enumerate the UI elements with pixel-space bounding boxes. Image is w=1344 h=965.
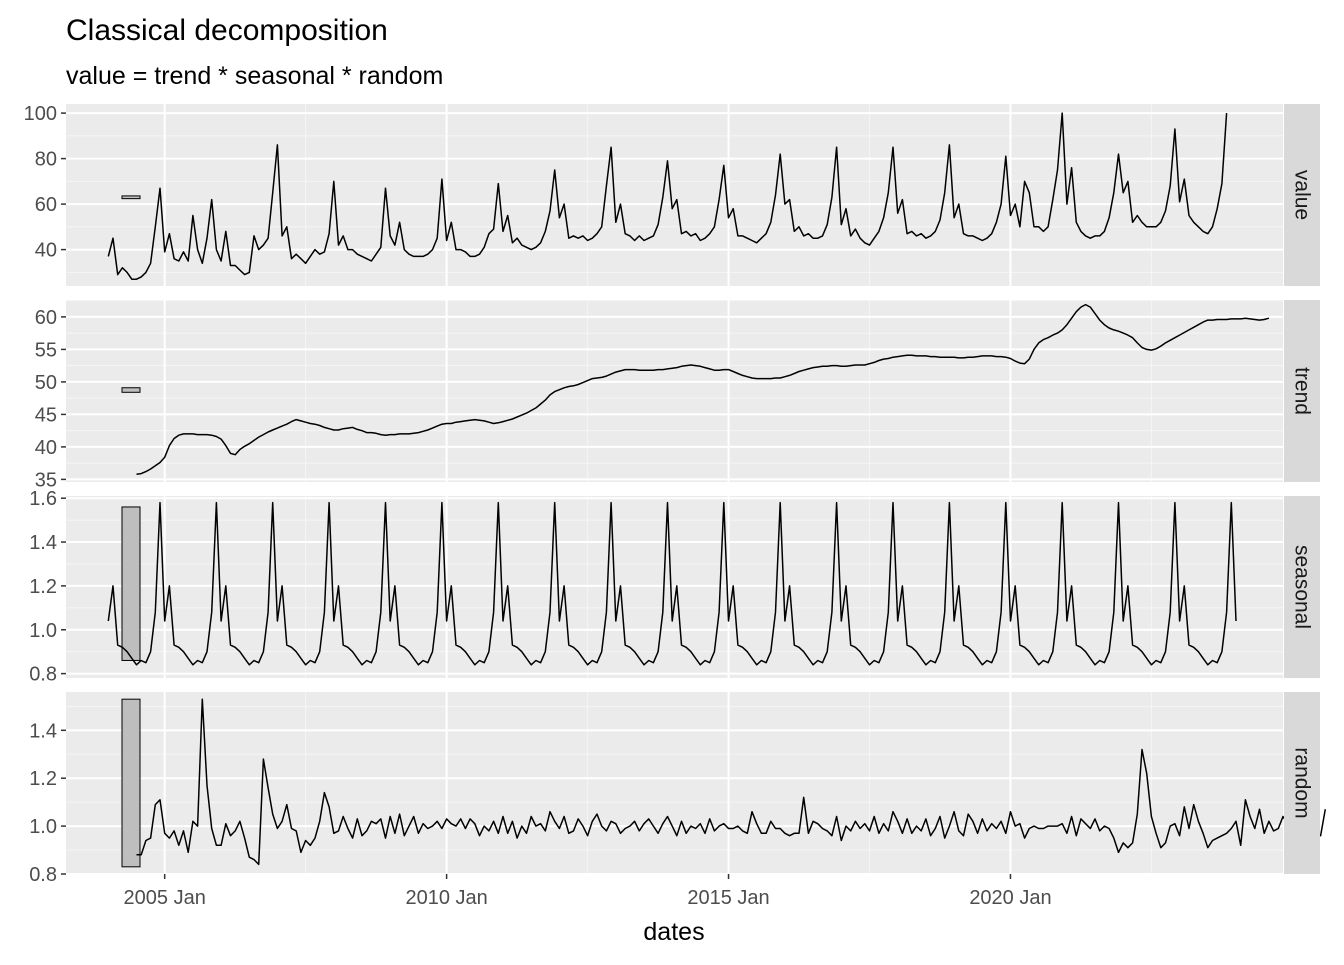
series-line-seasonal xyxy=(107,501,1237,666)
y-tick-label: 1.4 xyxy=(29,532,57,554)
chart-subtitle: value = trend * seasonal * random xyxy=(66,62,443,90)
panel-background xyxy=(66,692,1283,874)
facet-strip-label: value xyxy=(1291,170,1314,220)
y-tick-label: 0.8 xyxy=(29,664,57,686)
series-line-random xyxy=(136,698,1327,866)
y-tick-label: 1.6 xyxy=(29,488,57,510)
facet-strip-label: random xyxy=(1291,747,1314,818)
x-axis-title: dates xyxy=(643,918,704,946)
y-tick-label: 80 xyxy=(35,149,57,171)
y-tick-label: 1.2 xyxy=(29,768,57,790)
y-tick-label: 60 xyxy=(35,194,57,216)
series-line-trend xyxy=(136,303,1270,475)
x-tick-label: 2010 Jan xyxy=(405,887,487,909)
panel-background xyxy=(66,104,1283,286)
x-tick-label: 2005 Jan xyxy=(124,887,206,909)
facet-strip xyxy=(1284,692,1320,874)
y-tick-label: 100 xyxy=(24,103,57,125)
scale-bar xyxy=(121,387,141,393)
facet-strip xyxy=(1284,104,1320,286)
x-tick-label: 2015 Jan xyxy=(687,887,769,909)
y-tick-label: 35 xyxy=(35,469,57,491)
panel-background xyxy=(66,300,1283,482)
y-tick-label: 0.8 xyxy=(29,864,57,886)
y-tick-label: 50 xyxy=(35,372,57,394)
scale-bar xyxy=(121,698,141,868)
panel-trend: 35 40 45 50 55 60 trend xyxy=(35,300,1320,491)
chart-title: Classical decomposition xyxy=(66,14,388,47)
y-tick-label: 60 xyxy=(35,307,57,329)
y-tick-label: 55 xyxy=(35,339,57,361)
panel-random: 0.8 1.0 1.2 1.4 random xyxy=(29,692,1327,886)
y-tick-label: 45 xyxy=(35,404,57,426)
facet-strip xyxy=(1284,496,1320,678)
facet-strip xyxy=(1284,300,1320,482)
series-line-value xyxy=(107,112,1228,280)
x-tick-label: 2020 Jan xyxy=(969,887,1051,909)
scale-bar xyxy=(121,506,141,661)
facet-strip-label: seasonal xyxy=(1291,545,1314,629)
panel-value: 40 60 80 100 value xyxy=(24,103,1320,286)
y-tick-label: 1.2 xyxy=(29,576,57,598)
panels-layer: 40 60 80 100 value 35 40 45 50 55 60 trend 0.8 1.0 1.2… xyxy=(24,103,1327,886)
panel-background xyxy=(66,496,1283,678)
panel-seasonal: 0.8 1.0 1.2 1.4 1.6 seasonal xyxy=(29,488,1320,686)
y-tick-label: 40 xyxy=(35,437,57,459)
facet-strip-label: trend xyxy=(1291,367,1314,415)
y-tick-label: 1.0 xyxy=(29,816,57,838)
scale-bar xyxy=(121,195,141,200)
x-axis: 2005 Jan 2010 Jan 2015 Jan 2020 Jan xyxy=(124,874,1052,909)
y-tick-label: 40 xyxy=(35,240,57,262)
y-tick-label: 1.4 xyxy=(29,720,57,742)
y-tick-label: 1.0 xyxy=(29,620,57,642)
